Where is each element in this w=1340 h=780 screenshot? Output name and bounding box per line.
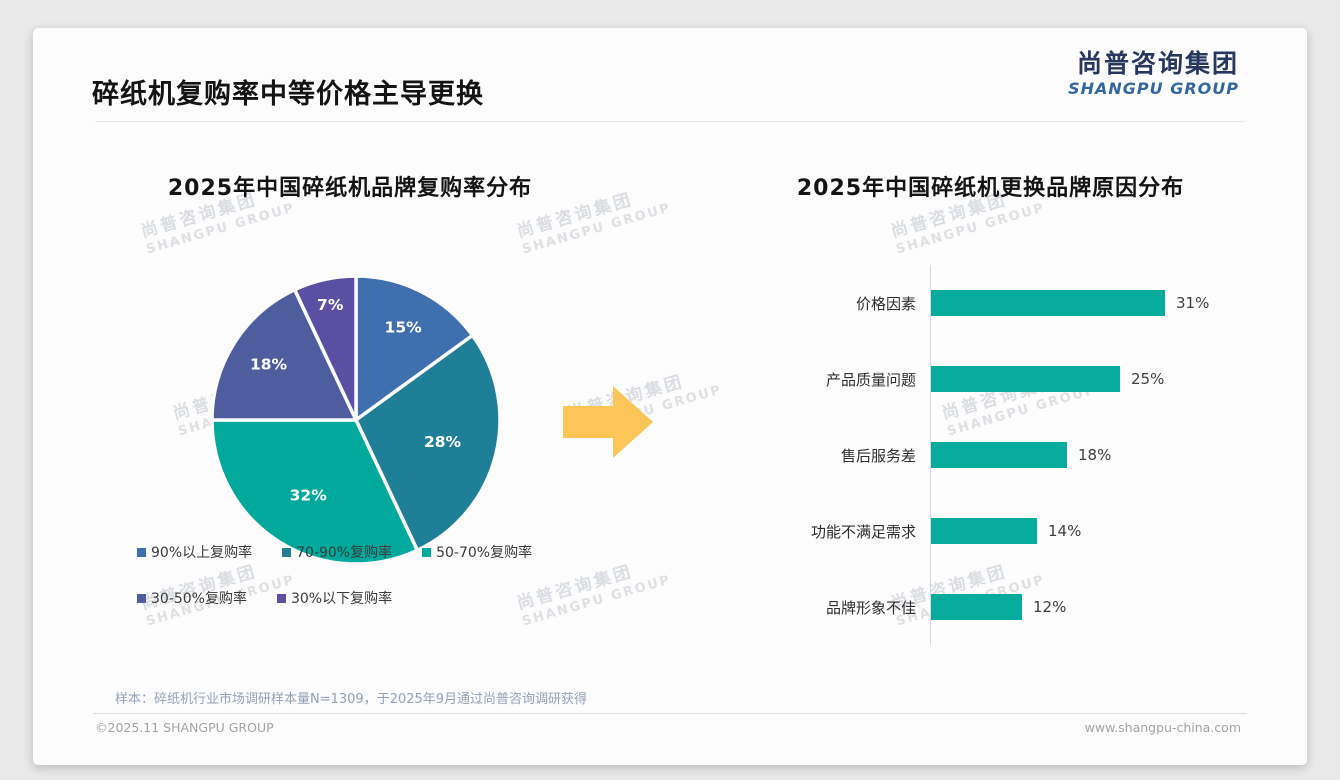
legend-label: 30-50%复购率 <box>151 591 247 607</box>
bar-row: 品牌形象不佳 12% <box>723 569 1289 645</box>
legend-marker-icon <box>137 593 146 603</box>
bar-售后服务差 <box>931 442 1067 468</box>
bar-track: 12% <box>930 569 1289 645</box>
bar-value-label: 14% <box>1048 522 1082 540</box>
legend-label: 50-70%复购率 <box>436 545 533 561</box>
bar-category-label: 品牌形象不佳 <box>825 598 916 617</box>
bar-row: 售后服务差 18% <box>723 417 1289 493</box>
bar-category-label: 产品质量问题 <box>825 370 916 389</box>
legend-item: 70-90%复购率 <box>282 542 392 562</box>
bar-row: 功能不满足需求 14% <box>723 493 1289 569</box>
pie-legend: 90%以上复购率 70-90%复购率 50-70%复购率 30-50%复购率 30%以下… <box>137 542 607 634</box>
legend-item: 30%以下复购率 <box>276 588 393 608</box>
legend-item: 90%以上复购率 <box>137 542 252 562</box>
bar-track: 25% <box>930 341 1289 417</box>
company-logo: 尚普咨询集团 SHANGPU GROUP <box>1068 50 1239 97</box>
legend-label: 70-90%复购率 <box>296 545 393 561</box>
bar-价格因素 <box>931 290 1165 316</box>
bar-value-label: 31% <box>1176 294 1210 312</box>
footer-website: www.shangpu-china.com <box>1084 720 1241 735</box>
pie-slice-label: 28% <box>424 433 462 451</box>
legend-marker-icon <box>282 547 292 557</box>
legend-item: 30-50%复购率 <box>137 588 247 608</box>
report-slide: 碎纸机复购率中等价格主导更换 尚普咨询集团 SHANGPU GROUP 2025… <box>33 28 1307 765</box>
right-arrow-icon <box>563 386 653 458</box>
watermark-en: SHANGPU GROUP <box>894 200 1047 258</box>
legend-row: 90%以上复购率 70-90%复购率 50-70%复购率 <box>137 542 607 562</box>
bar-value-label: 18% <box>1078 446 1112 464</box>
pie-slice-30-50%复购率 <box>210 287 358 422</box>
legend-row: 30-50%复购率 30%以下复购率 <box>137 588 607 608</box>
pie-slice-label: 32% <box>290 486 328 504</box>
bar-功能不满足需求 <box>931 518 1037 544</box>
pie-slice-label: 15% <box>385 319 423 337</box>
bar-track: 14% <box>930 493 1289 569</box>
logo-chinese-name: 尚普咨询集团 <box>1076 49 1239 78</box>
sample-footnote: 样本：碎纸机行业市场调研样本量N=1309，于2025年9月通过尚普咨询调研获得 <box>115 692 588 707</box>
legend-marker-icon <box>422 547 432 557</box>
legend-label: 90%以上复购率 <box>151 545 253 561</box>
pie-slice-label: 7% <box>317 296 344 314</box>
bar-产品质量问题 <box>931 366 1120 392</box>
page-title: 碎纸机复购率中等价格主导更换 <box>92 79 484 110</box>
pie-chart-title: 2025年中国碎纸机品牌复购率分布 <box>167 176 533 201</box>
bar-chart: 价格因素 31% 产品质量问题 25% 售后服务差 18% 功能不满足需求 14% 品牌形象不佳… <box>723 265 1289 645</box>
bar-value-label: 12% <box>1033 598 1067 616</box>
footer-copyright: ©2025.11 SHANGPU GROUP <box>95 720 274 735</box>
legend-marker-icon <box>276 593 286 603</box>
pie-slice-70-90%复购率 <box>354 333 502 553</box>
bar-category-label: 价格因素 <box>855 294 916 313</box>
title-divider <box>95 121 1245 122</box>
watermark-en: SHANGPU GROUP <box>520 200 673 258</box>
pie-chart: 15% 28% 32% 18% 7% <box>210 274 502 566</box>
watermark-en: SHANGPU GROUP <box>144 200 297 258</box>
arrow-shape <box>563 386 653 458</box>
legend-item: 50-70%复购率 <box>422 542 532 562</box>
pie-slice-90%以上复购率 <box>354 274 475 422</box>
bar-chart-title: 2025年中国碎纸机更换品牌原因分布 <box>796 176 1185 201</box>
footer-divider <box>93 713 1247 714</box>
bar-row: 产品质量问题 25% <box>723 341 1289 417</box>
legend-marker-icon <box>137 547 146 557</box>
legend-label: 30%以下复购率 <box>290 591 393 607</box>
bar-row: 价格因素 31% <box>723 265 1289 341</box>
bar-track: 18% <box>930 417 1289 493</box>
bar-品牌形象不佳 <box>931 594 1022 620</box>
logo-english-name: SHANGPU GROUP <box>1068 78 1239 98</box>
pie-slice-label: 18% <box>250 355 288 373</box>
bar-value-label: 25% <box>1131 370 1165 388</box>
bar-category-label: 功能不满足需求 <box>810 522 916 541</box>
pie-slice-50-70%复购率 <box>210 418 420 566</box>
pie-slice-30%以下复购率 <box>292 274 358 422</box>
bar-category-label: 售后服务差 <box>840 446 916 465</box>
bar-track: 31% <box>930 265 1289 341</box>
